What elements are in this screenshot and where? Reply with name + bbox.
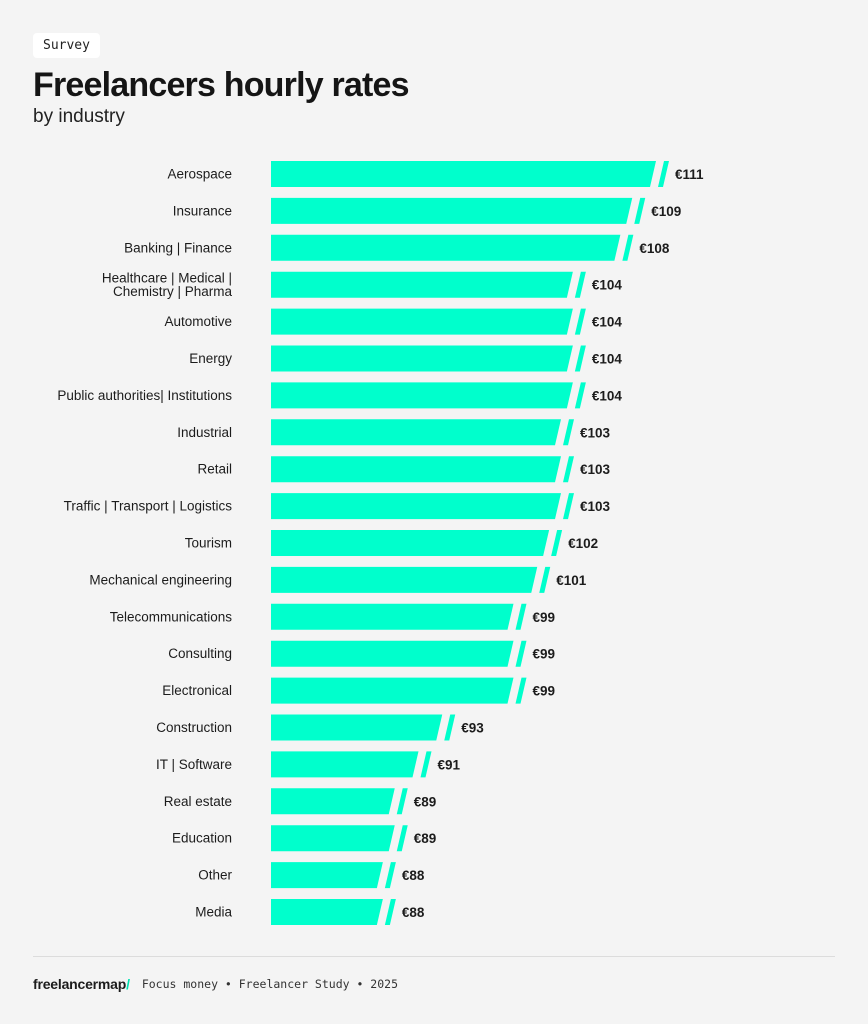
category-label: Education [172, 831, 232, 846]
bar-break-stripe [515, 603, 527, 630]
category-label: Insurance [173, 203, 232, 218]
value-label: €89 [414, 831, 437, 846]
value-label: €104 [592, 388, 623, 403]
bar [271, 788, 395, 815]
bar-break-stripe [574, 271, 586, 298]
bar [271, 234, 621, 261]
value-label: €102 [568, 536, 598, 551]
category-label: Other [198, 868, 232, 883]
bar-break-stripe [574, 382, 586, 409]
bar-break-stripe [563, 493, 574, 520]
category-label: Consulting [168, 646, 232, 661]
category-label: Industrial [177, 425, 232, 440]
value-label: €88 [402, 905, 425, 920]
value-label: €103 [580, 425, 611, 440]
category-label: Energy [189, 351, 232, 366]
value-label: €104 [592, 352, 623, 367]
bar-break-stripe [515, 640, 527, 667]
value-label: €108 [639, 241, 670, 256]
bar [271, 382, 573, 409]
bar [271, 862, 383, 889]
category-label: IT | Software [156, 757, 232, 772]
category-label: Public authorities| Institutions [57, 388, 232, 403]
bar [271, 271, 573, 298]
value-label: €99 [533, 647, 556, 662]
bar [271, 751, 419, 778]
bar [271, 714, 443, 741]
value-label: €104 [592, 278, 623, 293]
value-label: €104 [592, 315, 623, 330]
value-label: €89 [414, 794, 437, 809]
source-note: Focus money • Freelancer Study • 2025 [141, 977, 399, 991]
bar-break-stripe [384, 862, 396, 889]
value-label: €91 [438, 757, 461, 772]
value-label: €93 [461, 721, 484, 736]
bar [271, 197, 633, 224]
category-label: Traffic | Transport | Logistics [64, 499, 233, 514]
survey-tag: Survey [33, 33, 100, 58]
category-label: Aerospace [167, 167, 232, 182]
bar [271, 825, 395, 852]
brand-logo: freelancermap/ [33, 976, 130, 992]
value-label: €99 [533, 684, 556, 699]
bar [271, 677, 514, 704]
footer-divider [33, 956, 835, 957]
bar-break-stripe [622, 234, 634, 261]
bar-break-stripe [384, 899, 396, 925]
bar [271, 566, 538, 593]
category-label: Telecommunications [110, 609, 233, 624]
bar-break-stripe [396, 788, 408, 815]
category-label: Real estate [164, 794, 232, 809]
bar [271, 493, 561, 520]
category-label: Automotive [164, 314, 232, 329]
bar [271, 308, 573, 335]
bar-break-stripe [444, 714, 456, 741]
bar [271, 456, 561, 483]
chart-title: Freelancers hourly rates [33, 66, 410, 104]
value-label: €103 [580, 499, 611, 514]
bar-break-stripe [420, 751, 432, 778]
category-label: Construction [156, 720, 232, 735]
bar-break-stripe [563, 419, 574, 446]
value-label: €103 [580, 462, 611, 477]
chart-subtitle: by industry [33, 106, 125, 127]
bar [271, 603, 514, 630]
category-label: Banking | Finance [124, 240, 232, 255]
bar-break-stripe [551, 530, 563, 556]
category-label: Electronical [162, 683, 232, 698]
value-label: €109 [651, 204, 681, 219]
bar [271, 640, 514, 667]
bar-chart: Aerospace €111 Insurance €109 Banking | Fina… [57, 161, 704, 925]
footer: freelancermap/ Focus money • Freelancer … [33, 976, 398, 992]
value-label: €88 [402, 868, 425, 883]
bar-break-stripe [634, 197, 646, 224]
category-label: Retail [197, 462, 232, 477]
bar-break-stripe [515, 677, 527, 704]
bar-break-stripe [574, 308, 586, 335]
value-label: €111 [675, 167, 704, 182]
bar [271, 899, 383, 925]
bar [271, 530, 550, 556]
bar [271, 419, 561, 446]
bar-break-stripe [539, 566, 551, 593]
category-label: Media [195, 905, 232, 920]
bar-break-stripe [574, 345, 586, 372]
category-label: Tourism [185, 536, 232, 551]
bar-break-stripe [563, 456, 574, 483]
category-label: Chemistry | Pharma [113, 284, 233, 299]
bar-break-stripe [396, 825, 408, 852]
bar-break-stripe [658, 161, 669, 187]
value-label: €101 [556, 573, 587, 588]
bar [271, 345, 573, 372]
value-label: €99 [533, 610, 556, 625]
category-label: Healthcare | Medical | [102, 270, 232, 285]
bar [271, 161, 656, 187]
category-label: Mechanical engineering [89, 572, 232, 587]
